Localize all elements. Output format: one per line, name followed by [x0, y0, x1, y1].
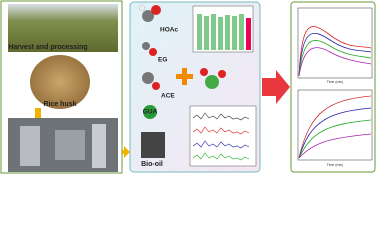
atom — [152, 82, 160, 90]
ring — [143, 105, 157, 119]
arrow-right — [122, 146, 130, 158]
atom — [142, 42, 150, 50]
bio-oil-photo — [141, 132, 165, 158]
bio-oil-label: Bio-oil — [141, 161, 163, 168]
atom — [151, 5, 161, 15]
graphical-abstract: Harvest and processing Rice husk HOAc EG… — [0, 0, 376, 174]
middle-panel: HOAc EG ACE GUA Bio-oil — [129, 1, 261, 173]
molecule-label: ACE — [161, 93, 175, 100]
atom — [142, 10, 154, 22]
husk-label: Rice husk — [43, 101, 76, 108]
atom — [205, 75, 219, 89]
bar-illustration — [197, 14, 251, 50]
harvest-label: Harvest and processing — [8, 44, 87, 51]
atom — [200, 68, 208, 76]
equipment — [55, 130, 85, 160]
atom — [149, 48, 157, 56]
molecule-label: EG — [158, 57, 167, 64]
plus-sign — [176, 68, 193, 85]
molecule-label: HOAc — [160, 27, 178, 34]
atom — [218, 70, 226, 78]
spectra-frame — [189, 105, 257, 167]
husk-photo — [30, 55, 90, 109]
arrow-right — [262, 70, 290, 104]
spectra-illustration — [192, 112, 250, 161]
x-axis-label: Time (min) — [327, 80, 344, 84]
field-photo — [8, 4, 118, 52]
atom — [138, 4, 146, 12]
equipment — [92, 124, 106, 168]
curves-illustration — [298, 26, 372, 77]
molecule-label: GUA — [143, 109, 158, 116]
left-panel: Harvest and processing Rice husk — [0, 0, 123, 174]
right-panel: Time (min) Time (min) — [290, 1, 376, 173]
equipment — [20, 126, 40, 166]
x-axis-label: Time (min) — [327, 163, 344, 167]
curves-illustration — [298, 95, 372, 159]
atom — [142, 72, 154, 84]
